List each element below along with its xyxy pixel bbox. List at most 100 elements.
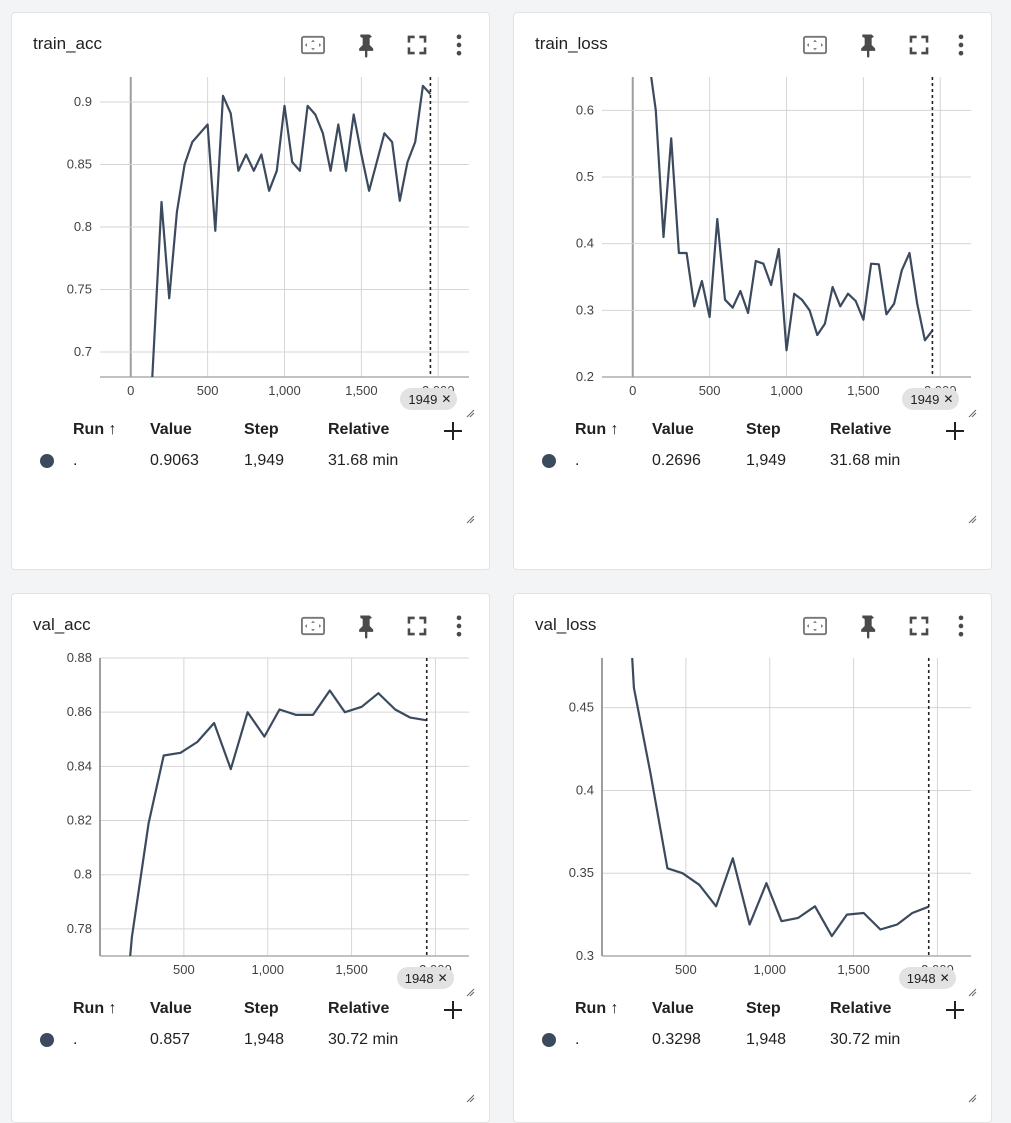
- x-tick-label: 1,500: [847, 383, 880, 398]
- more-options-button[interactable]: [945, 610, 977, 642]
- y-tick-label: 0.35: [569, 865, 594, 880]
- card-title: val_acc: [33, 615, 91, 634]
- step-chip[interactable]: 1949 ✕: [400, 388, 458, 410]
- add-column-button[interactable]: [441, 996, 465, 1020]
- step-chip-label: 1948: [906, 970, 936, 986]
- y-tick-label: 0.75: [67, 282, 92, 297]
- column-header-run[interactable]: Run ↑: [575, 1000, 619, 1017]
- more-options-button[interactable]: [443, 610, 475, 642]
- step-chip[interactable]: 1949 ✕: [902, 388, 960, 410]
- column-header-step[interactable]: Step: [746, 1000, 781, 1017]
- more-vert-icon: [445, 31, 473, 59]
- close-icon[interactable]: ✕: [441, 392, 452, 406]
- close-icon[interactable]: ✕: [943, 392, 954, 406]
- step-chip-label: 1949: [910, 391, 940, 407]
- value-cell: 0.9063: [150, 452, 199, 469]
- table-header: Run ↑ Value Step Relative: [12, 1000, 489, 1024]
- table-row: . 0.857 1,948 30.72 min: [12, 1031, 489, 1055]
- y-tick-label: 0.4: [576, 782, 594, 797]
- fit-domain-button[interactable]: [789, 610, 841, 642]
- column-header-step[interactable]: Step: [746, 421, 781, 438]
- card-train-loss: train_loss05001,0001,5002,0000.20.30.40.…: [513, 12, 992, 570]
- run-color-swatch: [542, 1033, 556, 1047]
- card-title: train_loss: [535, 34, 608, 53]
- pin-icon: [853, 31, 881, 59]
- y-tick-label: 0.2: [576, 369, 594, 384]
- add-column-icon: [943, 417, 967, 445]
- column-header-value[interactable]: Value: [150, 421, 192, 438]
- column-header-value[interactable]: Value: [652, 421, 694, 438]
- close-icon[interactable]: ✕: [939, 971, 950, 985]
- more-vert-icon: [947, 31, 975, 59]
- add-column-button[interactable]: [943, 996, 967, 1020]
- x-tick-label: 0: [629, 383, 636, 398]
- y-tick-label: 0.45: [569, 700, 594, 715]
- table-header: Run ↑ Value Step Relative: [514, 1000, 991, 1024]
- table-resize-handle[interactable]: [968, 511, 977, 524]
- x-tick-label: 1,000: [251, 962, 284, 977]
- y-tick-label: 0.85: [67, 157, 92, 172]
- add-column-button[interactable]: [441, 417, 465, 441]
- x-tick-label: 1,000: [770, 383, 803, 398]
- column-header-relative[interactable]: Relative: [830, 1000, 892, 1017]
- y-tick-label: 0.3: [576, 948, 594, 963]
- fullscreen-button[interactable]: [391, 29, 443, 61]
- x-tick-label: 0: [127, 383, 134, 398]
- chart-resize-handle[interactable]: [466, 984, 475, 997]
- pin-card-button[interactable]: [841, 29, 893, 61]
- data-table: Run ↑ Value Step Relative . 0.2696 1,949 31.68 …: [514, 421, 991, 501]
- table-resize-handle[interactable]: [466, 1090, 475, 1103]
- x-tick-label: 1,500: [837, 962, 870, 977]
- fullscreen-icon: [905, 31, 933, 59]
- run-name-cell: .: [73, 1031, 78, 1048]
- column-header-run[interactable]: Run ↑: [73, 1000, 117, 1017]
- step-chip[interactable]: 1948 ✕: [396, 967, 454, 989]
- x-tick-label: 1,000: [268, 383, 301, 398]
- chart-resize-handle[interactable]: [968, 405, 977, 418]
- chart-resize-handle[interactable]: [968, 984, 977, 997]
- pin-card-button[interactable]: [339, 29, 391, 61]
- pin-card-button[interactable]: [339, 610, 391, 642]
- run-name-cell: .: [73, 452, 78, 469]
- fit-domain-button[interactable]: [287, 29, 339, 61]
- y-tick-label: 0.82: [67, 813, 92, 828]
- fit-domain-icon: [801, 31, 829, 59]
- pin-icon: [351, 612, 379, 640]
- column-header-value[interactable]: Value: [652, 1000, 694, 1017]
- y-tick-label: 0.8: [74, 867, 92, 882]
- fullscreen-button[interactable]: [391, 610, 443, 642]
- fullscreen-button[interactable]: [893, 610, 945, 642]
- line-chart[interactable]: 5001,0001,5002,0000.780.80.820.840.860.8…: [12, 594, 490, 1014]
- close-icon[interactable]: ✕: [437, 971, 448, 985]
- step-chip[interactable]: 1948 ✕: [898, 967, 956, 989]
- fullscreen-button[interactable]: [893, 29, 945, 61]
- y-tick-label: 0.4: [576, 236, 594, 251]
- column-header-relative[interactable]: Relative: [328, 1000, 390, 1017]
- more-vert-icon: [445, 612, 473, 640]
- add-column-icon: [441, 417, 465, 445]
- column-header-run[interactable]: Run ↑: [73, 421, 117, 438]
- column-header-relative[interactable]: Relative: [328, 421, 390, 438]
- table-row: . 0.2696 1,949 31.68 min: [514, 452, 991, 476]
- table-resize-handle[interactable]: [466, 511, 475, 524]
- column-header-run[interactable]: Run ↑: [575, 421, 619, 438]
- column-header-step[interactable]: Step: [244, 1000, 279, 1017]
- column-header-relative[interactable]: Relative: [830, 421, 892, 438]
- chart-resize-handle[interactable]: [466, 405, 475, 418]
- column-header-value[interactable]: Value: [150, 1000, 192, 1017]
- add-column-button[interactable]: [943, 417, 967, 441]
- table-resize-handle[interactable]: [968, 1090, 977, 1103]
- step-cell: 1,949: [244, 452, 285, 469]
- relative-cell: 31.68 min: [328, 452, 399, 469]
- fit-domain-button[interactable]: [287, 610, 339, 642]
- fit-domain-button[interactable]: [789, 29, 841, 61]
- more-options-button[interactable]: [945, 29, 977, 61]
- column-header-step[interactable]: Step: [244, 421, 279, 438]
- card-toolbar: [789, 29, 977, 61]
- more-options-button[interactable]: [443, 29, 475, 61]
- pin-card-button[interactable]: [841, 610, 893, 642]
- fit-domain-icon: [801, 612, 829, 640]
